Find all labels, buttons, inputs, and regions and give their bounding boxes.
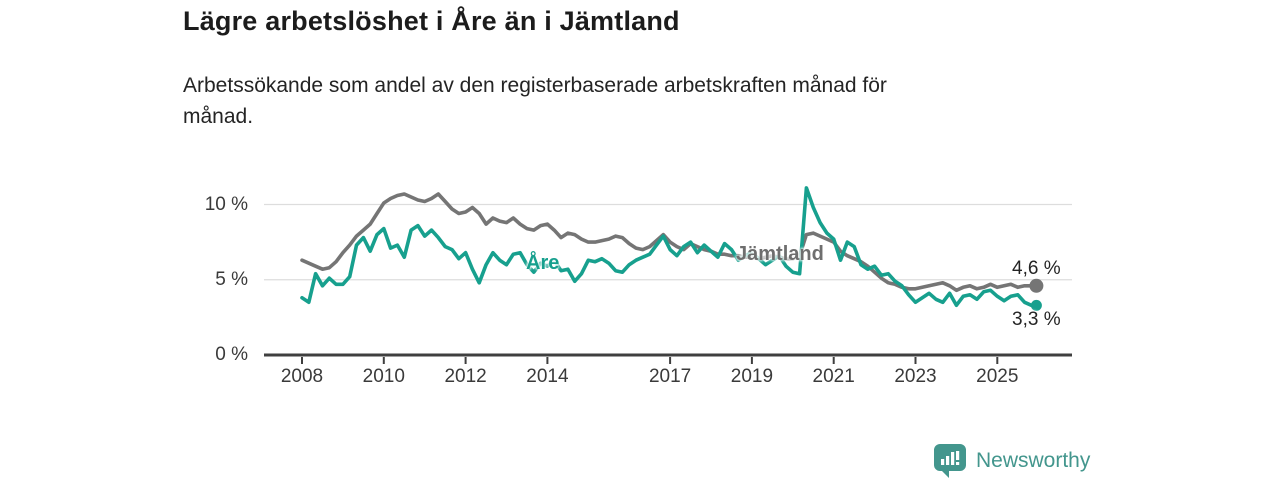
subtitle-line-2: månad.: [183, 105, 254, 128]
x-tick-label: 2014: [526, 366, 569, 387]
x-tick-label: 2012: [444, 366, 487, 387]
series-line-are: [300, 186, 1034, 308]
newsworthy-logo[interactable]: Newsworthy: [933, 443, 1090, 478]
chart-subtitle: Arbetssökande som andel av den registerb…: [183, 70, 887, 132]
series-end-dot-are: [1030, 299, 1042, 311]
x-tick-label: 2019: [730, 366, 774, 387]
end-value-label-jamtland: 4,6 %: [1012, 258, 1061, 279]
x-tick-label: 2008: [280, 366, 324, 387]
page-title: Lägre arbetslöshet i Åre än i Jämtland: [183, 6, 680, 36]
series-label-are: Åre: [526, 252, 560, 274]
series-line-jamtland: [300, 192, 1034, 293]
x-tick-label: 2025: [976, 366, 1019, 387]
y-tick-label: 5 %: [215, 268, 248, 290]
end-value-label-are: 3,3 %: [1012, 309, 1061, 330]
x-tick-label: 2023: [894, 366, 937, 387]
newsworthy-logo-text: Newsworthy: [976, 448, 1091, 472]
x-tick-label: 2010: [362, 366, 405, 387]
x-tick-label: 2021: [812, 366, 855, 387]
subtitle-line-1: Arbetssökande som andel av den registerb…: [183, 74, 887, 97]
y-tick-label: 0 %: [215, 344, 248, 365]
y-tick-label: 10 %: [204, 193, 248, 215]
bar-chart-speech-bubble-icon: [934, 444, 966, 478]
series-end-dot-jamtland: [1029, 278, 1044, 293]
series-label-jamtland: Jämtland: [736, 243, 824, 265]
x-tick-label: 2017: [648, 366, 692, 387]
